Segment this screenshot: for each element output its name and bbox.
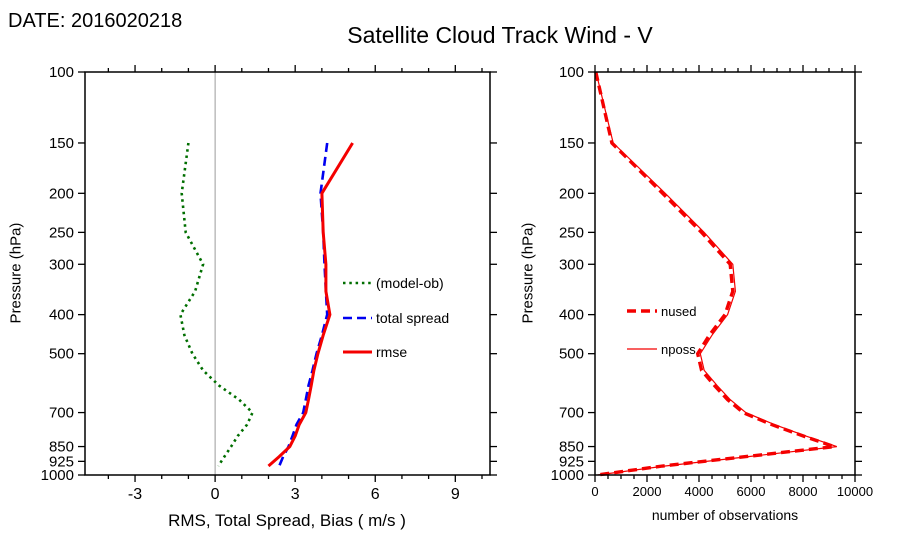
y-tick-label: 300 [559,256,584,273]
right-x-axis-label: number of observations [651,507,799,523]
legend-label-nposs: nposs [661,342,696,357]
y-tick-label: 500 [559,346,584,363]
plot-frame [594,71,856,476]
legend-label-nused: nused [661,304,696,319]
y-tick-label: 850 [49,439,74,456]
x-tick-label: 4000 [685,484,714,499]
x-tick-label: 0 [211,486,220,503]
x-tick-label: 9 [451,486,460,503]
date-label: DATE: 2016020218 [8,10,183,32]
y-tick-label: 700 [559,405,584,422]
y-tick-label: 150 [49,135,74,152]
legend-label-bias: (model-ob) [376,275,444,291]
chart-title: Satellite Cloud Track Wind - V [347,22,653,48]
y-tick-label: 250 [559,224,584,241]
y-tick-label: 925 [559,453,584,470]
legend-label-rmse: rmse [376,344,407,360]
y-tick-label: 100 [559,64,584,81]
left-x-axis-label: RMS, Total Spread, Bias ( m/s ) [168,511,406,530]
y-tick-label: 400 [559,307,584,324]
x-tick-label: 0 [591,484,598,499]
y-tick-label: 200 [49,185,74,202]
x-tick-label: 6 [371,486,380,503]
x-tick-label: 2000 [633,484,662,499]
x-tick-label: 8000 [789,484,818,499]
plot-frame [84,71,491,476]
y-tick-label: 1000 [551,467,584,484]
left-stats-panel: -3 0 3 6 9 100 150 200 250 300 400 500 700 8509251000… [41,64,497,503]
y-tick-label: 250 [49,224,74,241]
series-bias [179,142,255,467]
y-tick-label: 150 [559,135,584,152]
legend-label-spread: total spread [376,310,449,326]
x-tick-label: -3 [128,486,142,503]
y-tick-label: 400 [49,307,74,324]
x-tick-label: 6000 [737,484,766,499]
x-tick-label: 10000 [837,484,873,499]
y-tick-label: 700 [49,405,74,422]
y-tick-label: 100 [49,64,74,81]
series-nused [594,71,835,477]
y-tick-label: 850 [559,439,584,456]
y-tick-label: 500 [49,346,74,363]
x-tick-label: 3 [291,486,300,503]
series-rmse [267,142,354,468]
series-nposs [595,71,837,476]
y-tick-label: 200 [559,185,584,202]
right-observations-panel: 0 2000 4000 6000 8000 10000 100 150 200 250 300 400… [551,64,873,499]
y-tick-label: 300 [49,256,74,273]
y-tick-label: 925 [49,453,74,470]
y-tick-label: 1000 [41,467,74,484]
